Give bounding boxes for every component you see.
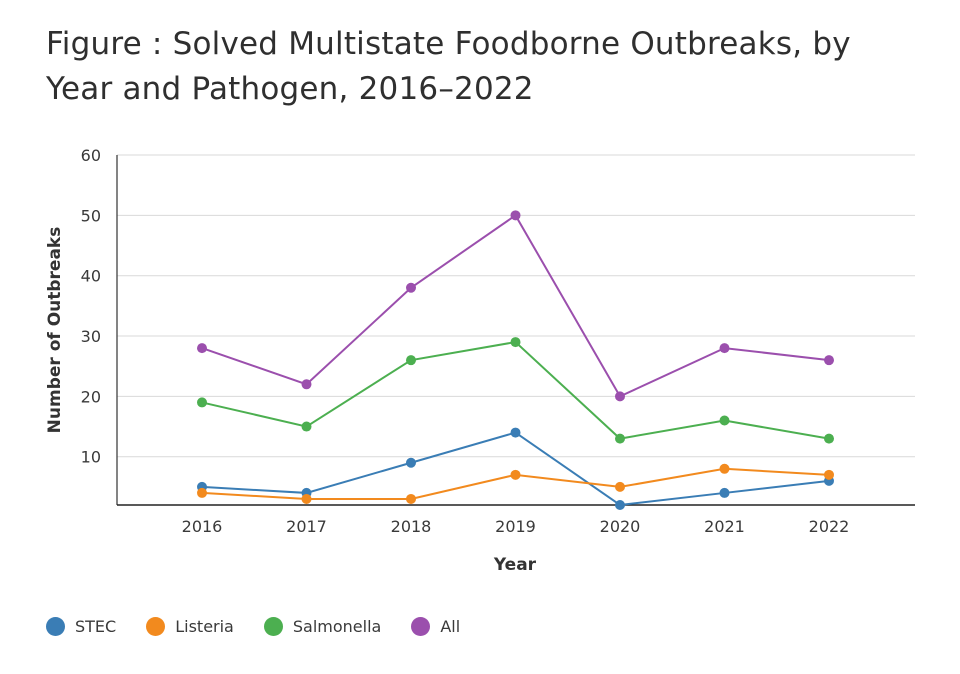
x-tick-label: 2019 [495,517,536,536]
y-tick-label: 20 [81,387,101,406]
data-point-all [301,379,312,390]
legend-item-salmonella: Salmonella [263,617,382,636]
y-tick-labels: 10 20 30 40 50 60 [81,146,101,467]
y-axis-label: Number of Outbreaks [45,227,65,434]
data-point-salmonella [406,355,416,366]
legend-marker [146,617,166,636]
data-point-stec [406,457,416,468]
legend-marker [46,617,65,636]
chart-title: Figure : Solved Multistate Foodborne Out… [46,26,851,107]
data-point-salmonella [824,433,834,444]
data-point-salmonella [615,433,625,444]
legend-marker [263,617,283,636]
data-point-stec [510,427,521,438]
legend-label: Listeria [175,617,234,636]
data-point-all [406,282,416,293]
series-lines [201,213,830,507]
data-point-listeria [406,493,416,504]
legend-item-listeria: Listeria [146,617,234,636]
data-point-listeria [197,487,207,498]
data-point-listeria [719,463,730,474]
data-point-stec [719,487,730,498]
legend-label: Salmonella [292,617,382,636]
data-point-all [615,391,625,402]
data-point-listeria [301,493,312,504]
series-points [197,210,834,510]
data-point-all [510,210,521,221]
y-tick-label: 30 [81,327,101,346]
data-point-all [719,343,730,354]
legend-label: STEC [75,617,117,636]
x-tick-label: 2018 [391,517,432,536]
data-point-salmonella [197,397,207,408]
gridlines [117,154,915,458]
y-tick-label: 60 [81,146,101,165]
data-point-all [197,343,207,354]
x-axis-label: Year [493,555,537,575]
series-line-salmonella [201,340,830,440]
data-point-salmonella [510,337,521,348]
x-tick-label: 2022 [809,517,850,536]
legend-label: All [440,617,461,636]
data-point-listeria [510,469,521,480]
data-point-salmonella [301,421,312,432]
y-tick-label: 10 [81,448,101,467]
data-point-salmonella [719,415,730,426]
legend-item-stec: STEC [46,617,116,636]
axes [116,155,915,506]
data-point-listeria [824,469,834,480]
legend: STEC Listeria Salmonella All [46,617,490,636]
x-tick-label: 2017 [286,517,327,536]
data-point-all [824,355,834,366]
data-point-stec [615,500,625,510]
x-tick-label: 2020 [600,517,641,536]
x-tick-label: 2021 [704,517,745,536]
y-tick-label: 50 [81,206,101,225]
legend-item-all: All [411,617,460,636]
data-point-listeria [615,481,625,492]
x-tick-labels: 2016 2017 2018 2019 2020 2021 2022 [182,517,850,536]
series-line-all [201,213,830,398]
y-tick-label: 40 [81,267,101,286]
x-tick-label: 2016 [182,517,223,536]
legend-marker [411,617,431,636]
